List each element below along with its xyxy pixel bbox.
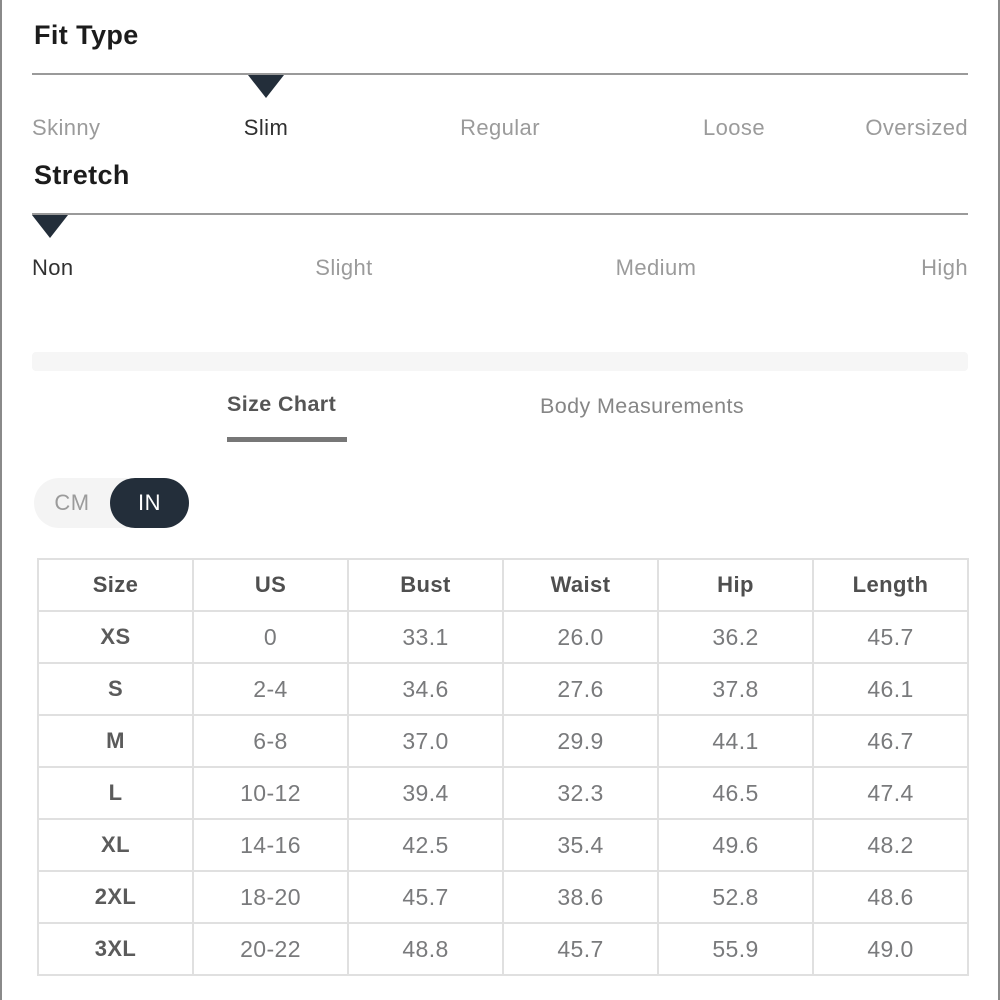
table-cell: 46.1 [812, 662, 969, 716]
table-cell: 52.8 [657, 870, 814, 924]
size-chart-table-head: Size US Bust Waist Hip Length [37, 558, 969, 612]
table-cell: 42.5 [347, 818, 504, 872]
table-header-bust: Bust [347, 558, 504, 612]
scale-label-loose: Loose [703, 115, 765, 140]
table-cell: 26.0 [502, 610, 659, 664]
table-cell: 46.7 [812, 714, 969, 768]
table-row: XL 14-16 42.5 35.4 49.6 48.2 [37, 818, 969, 872]
tab-size-chart[interactable]: Size Chart [227, 392, 337, 416]
stretch-scale: Non Slight Medium High [32, 213, 968, 288]
table-header-waist: Waist [502, 558, 659, 612]
scale-label-skinny: Skinny [32, 115, 101, 140]
table-cell-size: M [37, 714, 194, 768]
unit-toggle[interactable]: CM IN [34, 478, 189, 528]
table-cell: 49.0 [812, 922, 969, 976]
table-cell: 32.3 [502, 766, 659, 820]
section-divider-band [32, 352, 968, 371]
stretch-track [32, 213, 968, 215]
table-cell-size: XL [37, 818, 194, 872]
table-header-length: Length [812, 558, 969, 612]
table-cell: 6-8 [192, 714, 349, 768]
scale-label-slim: Slim [243, 115, 289, 140]
table-cell: 45.7 [347, 870, 504, 924]
table-cell: 46.5 [657, 766, 814, 820]
table-cell: 44.1 [657, 714, 814, 768]
fit-type-marker-icon [248, 75, 284, 98]
table-header-hip: Hip [657, 558, 814, 612]
table-cell: 0 [192, 610, 349, 664]
table-cell-size: 2XL [37, 870, 194, 924]
table-cell: 2-4 [192, 662, 349, 716]
table-cell-size: 3XL [37, 922, 194, 976]
fit-type-scale: Skinny Slim Regular Loose Oversized [32, 73, 968, 148]
table-header-row: Size US Bust Waist Hip Length [37, 558, 969, 612]
table-cell: 39.4 [347, 766, 504, 820]
active-tab-underline [227, 437, 347, 442]
stretch-labels: Non Slight Medium High [32, 255, 968, 285]
fit-type-title: Fit Type [34, 20, 139, 50]
unit-option-cm[interactable]: CM [54, 490, 90, 515]
table-cell: 45.7 [502, 922, 659, 976]
table-row: 2XL 18-20 45.7 38.6 52.8 48.6 [37, 870, 969, 924]
table-cell: 35.4 [502, 818, 659, 872]
table-row: L 10-12 39.4 32.3 46.5 47.4 [37, 766, 969, 820]
stretch-marker-icon [32, 215, 68, 238]
table-cell: 37.0 [347, 714, 504, 768]
scale-label-high: High [921, 255, 968, 280]
table-row: S 2-4 34.6 27.6 37.8 46.1 [37, 662, 969, 716]
table-cell-size: XS [37, 610, 194, 664]
table-row: 3XL 20-22 48.8 45.7 55.9 49.0 [37, 922, 969, 976]
table-cell: 10-12 [192, 766, 349, 820]
table-cell: 29.9 [502, 714, 659, 768]
table-cell: 38.6 [502, 870, 659, 924]
table-cell: 36.2 [657, 610, 814, 664]
table-header-size: Size [37, 558, 194, 612]
size-chart-table: Size US Bust Waist Hip Length XS 0 33.1 26.0 36.2… [37, 558, 969, 976]
table-cell: 14-16 [192, 818, 349, 872]
table-cell: 37.8 [657, 662, 814, 716]
table-cell: 48.8 [347, 922, 504, 976]
scale-label-non: Non [32, 255, 74, 280]
table-cell: 45.7 [812, 610, 969, 664]
table-cell: 18-20 [192, 870, 349, 924]
table-cell: 47.4 [812, 766, 969, 820]
table-header-us: US [192, 558, 349, 612]
scale-label-regular: Regular [460, 115, 540, 140]
table-cell: 20-22 [192, 922, 349, 976]
table-cell: 33.1 [347, 610, 504, 664]
table-cell-size: S [37, 662, 194, 716]
fit-type-labels: Skinny Slim Regular Loose Oversized [32, 115, 968, 145]
table-cell: 34.6 [347, 662, 504, 716]
table-cell: 48.2 [812, 818, 969, 872]
table-row: M 6-8 37.0 29.9 44.1 46.7 [37, 714, 969, 768]
table-cell: 27.6 [502, 662, 659, 716]
table-cell-size: L [37, 766, 194, 820]
scale-label-oversized: Oversized [865, 115, 968, 140]
fit-type-track [32, 73, 968, 75]
size-chart-table-body: XS 0 33.1 26.0 36.2 45.7 S 2-4 34.6 27.6 37.8 46.1 M… [37, 610, 969, 976]
table-cell: 48.6 [812, 870, 969, 924]
table-row: XS 0 33.1 26.0 36.2 45.7 [37, 610, 969, 664]
unit-option-in[interactable]: IN [110, 478, 189, 528]
scale-label-medium: Medium [615, 255, 697, 280]
scale-label-slight: Slight [315, 255, 373, 280]
table-cell: 49.6 [657, 818, 814, 872]
stretch-title: Stretch [34, 160, 130, 190]
table-cell: 55.9 [657, 922, 814, 976]
tab-body-measurements[interactable]: Body Measurements [540, 394, 744, 418]
